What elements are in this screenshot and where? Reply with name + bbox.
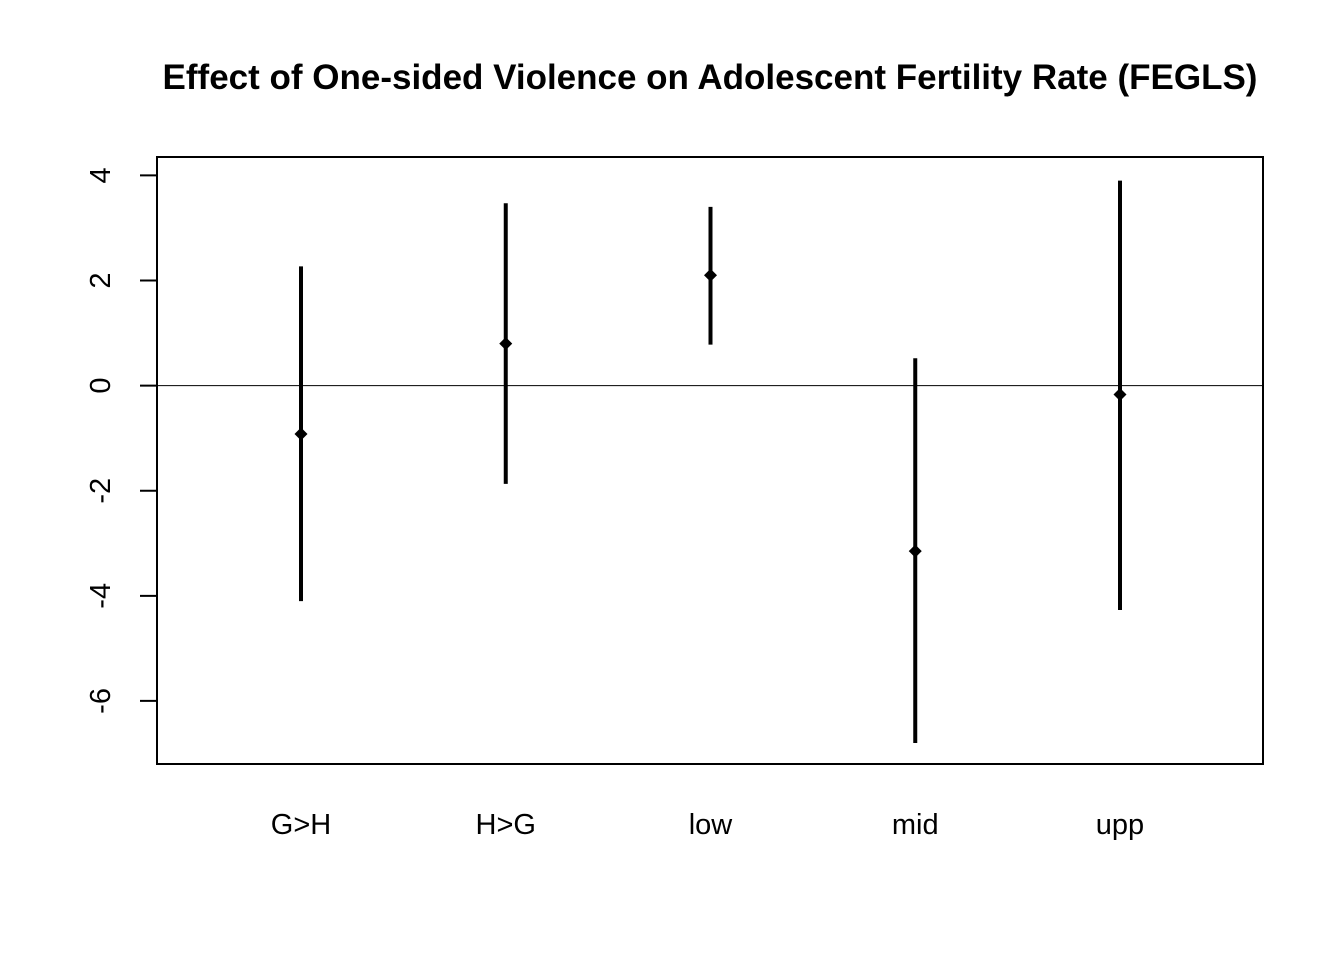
y-tick-label: 4 — [85, 167, 117, 183]
x-tick-label: H>G — [476, 809, 536, 841]
point-estimate — [499, 337, 513, 351]
y-axis: -6 -4 -2 0 2 4 — [85, 167, 157, 714]
x-tick-label: mid — [892, 809, 939, 841]
point-estimate — [908, 544, 922, 558]
chart-title: Effect of One-sided Violence on Adolesce… — [162, 58, 1258, 97]
x-axis-labels: G>H H>G low mid upp — [271, 809, 1144, 841]
y-tick-label: -2 — [85, 478, 117, 504]
y-tick-label: -4 — [85, 583, 117, 609]
point-estimate — [294, 427, 308, 441]
x-tick-label: upp — [1096, 809, 1144, 841]
point-estimate — [1113, 388, 1127, 402]
y-tick-label: 0 — [85, 378, 117, 394]
y-tick-label: -6 — [85, 688, 117, 714]
point-estimate — [704, 268, 717, 282]
estimate-marks — [294, 180, 1127, 743]
x-tick-label: low — [689, 809, 734, 841]
x-tick-label: G>H — [271, 809, 331, 841]
y-tick-label: 2 — [85, 272, 117, 288]
plot-frame — [156, 156, 1264, 765]
